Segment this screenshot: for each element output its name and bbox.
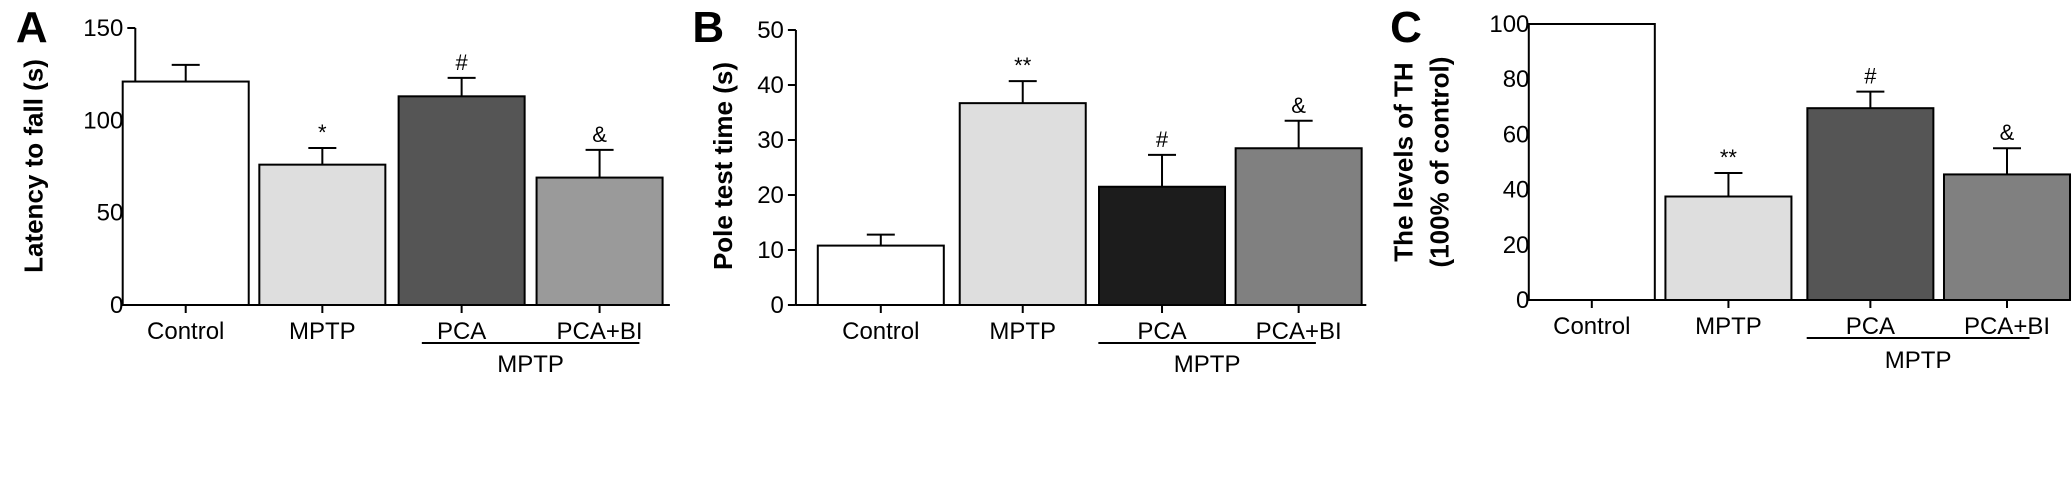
- panel-letter: B: [692, 3, 724, 52]
- y-tick-label: 30: [757, 127, 784, 154]
- significance-label: #: [455, 50, 468, 75]
- y-axis-label: Latency to fall (s): [18, 59, 48, 273]
- group-label: MPTP: [1174, 351, 1241, 378]
- x-tick-label: MPTP: [1695, 313, 1762, 340]
- significance-label: &: [592, 122, 607, 147]
- y-tick-label: 40: [1503, 177, 1530, 204]
- y-tick-label: 0: [110, 292, 123, 319]
- y-axis-label-secondary: (100% of control): [1425, 57, 1455, 268]
- x-tick-label: PCA: [1137, 318, 1186, 345]
- bar-pca-bi: [1234, 147, 1363, 306]
- y-tick-label: 10: [757, 237, 784, 264]
- x-tick-label: MPTP: [289, 318, 356, 345]
- y-tick-label: 80: [1503, 66, 1530, 93]
- x-tick-label: PCA: [1846, 313, 1895, 340]
- chart-panel-c: C The levels of TH (100% of control) 0 20 40 6…: [1389, 3, 2072, 374]
- bar-mptp: [1664, 195, 1793, 301]
- y-axis-label: The levels of TH: [1389, 62, 1419, 261]
- chart-panel-a: A Latency to fall (s) 0 50 100 150 Control * MPT…: [16, 3, 670, 378]
- x-tick-label: PCA+BI: [557, 318, 643, 345]
- y-tick-label: 100: [83, 107, 123, 134]
- bar-pca-bi: [1942, 173, 2072, 301]
- bar-control: [121, 80, 250, 307]
- chart-panel-b: B Pole test time (s) 0 10 20 30 40 50 Control ** M…: [692, 3, 1367, 378]
- x-tick-label: PCA+BI: [1256, 318, 1342, 345]
- significance-label: *: [318, 120, 327, 145]
- bar-mptp: [958, 102, 1087, 307]
- significance-label: **: [1720, 145, 1738, 170]
- panel-letter: C: [1390, 3, 1422, 52]
- bar-control: [816, 244, 945, 307]
- y-tick-label: 100: [1489, 11, 1529, 38]
- x-tick-label: Control: [147, 318, 224, 345]
- y-tick-label: 0: [771, 292, 784, 319]
- significance-label: &: [2000, 120, 2015, 145]
- y-tick-label: 50: [757, 17, 784, 44]
- group-label: MPTP: [1885, 347, 1952, 374]
- y-tick-label: 0: [1516, 287, 1529, 314]
- y-tick-label: 40: [757, 72, 784, 99]
- bar-pca: [397, 95, 526, 307]
- x-tick-label: PCA+BI: [1964, 313, 2050, 340]
- significance-label: #: [1156, 127, 1169, 152]
- bar-pca: [1098, 185, 1227, 306]
- bar-pca: [1806, 107, 1935, 302]
- x-tick-label: Control: [1553, 313, 1630, 340]
- y-axis-label: Pole test time (s): [708, 62, 738, 270]
- x-tick-label: PCA: [437, 318, 486, 345]
- y-tick-label: 60: [1503, 121, 1530, 148]
- group-label: MPTP: [497, 351, 564, 378]
- significance-label: #: [1864, 64, 1877, 89]
- x-tick-label: Control: [842, 318, 919, 345]
- bar-control: [1527, 23, 1656, 301]
- y-tick-label: 20: [757, 182, 784, 209]
- x-tick-label: MPTP: [989, 318, 1056, 345]
- bar-pca-bi: [535, 176, 664, 306]
- bar-mptp: [258, 163, 387, 306]
- significance-label: &: [1291, 93, 1306, 118]
- panel-letter: A: [16, 3, 48, 52]
- y-tick-label: 20: [1503, 232, 1530, 259]
- significance-label: **: [1014, 53, 1032, 78]
- y-tick-label: 50: [97, 200, 124, 227]
- y-tick-label: 150: [83, 15, 123, 42]
